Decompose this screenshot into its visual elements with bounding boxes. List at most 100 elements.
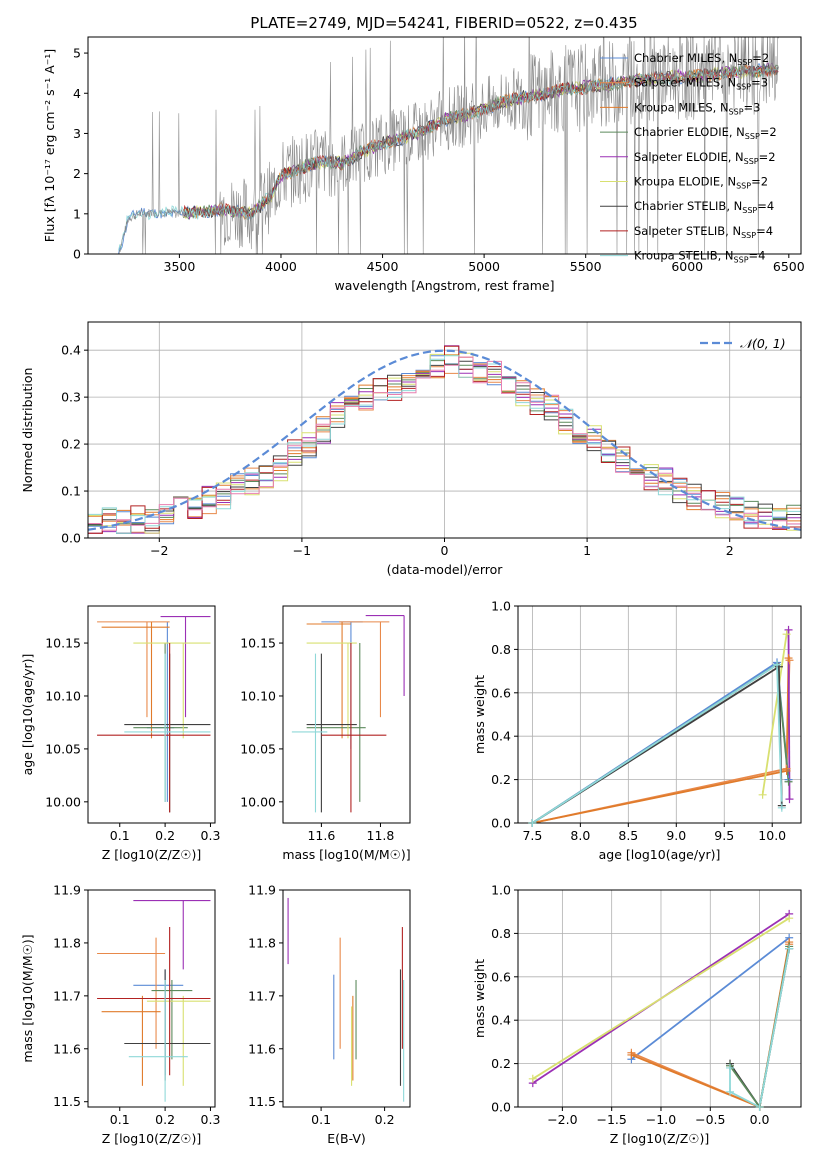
massweight-marker <box>758 790 767 799</box>
y-tick-label: 10.05 <box>240 741 276 756</box>
y-tick-label: 0.4 <box>491 1013 511 1028</box>
legend-entry: Salpeter STELIB, NSSP=4 <box>634 224 773 240</box>
chart-mass_vs_EBV: 0.1 0.2 11.5 11.6 11.7 11.8 11.9 E(B-V) <box>248 883 411 1146</box>
x-tick-label: 7.5 <box>522 828 542 843</box>
spectrum-legend: Chabrier MILES, NSSP=2 Salpeter MILES, NS… <box>600 51 777 265</box>
x-axis-label: Z [log10(Z/Z☉)] <box>102 1131 202 1146</box>
y-axis-label: Flux [fλ 10⁻¹⁷ erg cm⁻² s⁻¹ A⁻¹] <box>42 49 57 242</box>
y-tick-label: 10.10 <box>45 688 81 703</box>
y-tick-label: 0.6 <box>491 969 511 984</box>
y-tick-label: 1.0 <box>491 883 511 898</box>
x-tick-label: −2 <box>150 543 168 558</box>
axes-frame <box>282 605 411 824</box>
x-tick-label: 11.8 <box>367 828 395 843</box>
y-tick-label: 5 <box>73 46 81 61</box>
y-tick-label: 0.1 <box>61 484 81 499</box>
x-axis-label: E(B-V) <box>327 1131 366 1146</box>
x-tick-label: 1 <box>583 543 591 558</box>
axes-frame <box>87 889 216 1108</box>
x-tick-label: 5000 <box>468 259 500 274</box>
axes-frame <box>517 889 802 1108</box>
legend-entry: Salpeter ELODIE, NSSP=2 <box>634 150 776 166</box>
x-tick-label: 0.1 <box>311 1112 331 1127</box>
x-axis-label: Z [log10(Z/Z☉)] <box>610 1131 710 1146</box>
plot-area-residuals <box>88 345 801 534</box>
y-tick-label: 0.0 <box>491 1100 511 1115</box>
massweight-marker <box>755 1103 764 1111</box>
legend-entry: Kroupa MILES, NSSP=3 <box>634 100 760 116</box>
massweight-marker <box>726 1063 735 1072</box>
chart-age_vs_mass: 11.6 11.8 10.00 10.05 10.10 10.15 mass [log10(… <box>240 605 411 862</box>
y-axis-label: age [log10(age/yr)] <box>20 654 35 776</box>
y-tick-label: 11.7 <box>53 988 81 1003</box>
legend-entry: 𝒩(0, 1) <box>740 336 786 351</box>
chart-age_vs_Z: 0.1 0.2 0.3 10.00 10.05 10.10 10.15 Z [log10(Z/… <box>20 605 220 862</box>
y-axis-label: Normed distribution <box>20 368 35 493</box>
y-tick-label: 0.3 <box>61 390 81 405</box>
x-tick-label: −1.5 <box>596 1112 626 1127</box>
plot-area-massweight_vs_age <box>531 629 791 823</box>
y-axis-label: mass weight <box>472 675 487 754</box>
y-tick-label: 11.9 <box>248 883 276 898</box>
massweight-marker <box>784 654 793 663</box>
y-tick-label: 2 <box>73 166 81 181</box>
y-tick-label: 11.6 <box>53 1041 81 1056</box>
x-tick-label: 8.0 <box>570 828 590 843</box>
massweight-marker <box>785 944 794 953</box>
massweight-marker <box>726 1087 735 1096</box>
y-tick-label: 11.6 <box>248 1041 276 1056</box>
x-axis-label: age [log10(age/yr)] <box>599 847 721 862</box>
massweight-marker <box>785 656 794 665</box>
x-axis-label: (data-model)/error <box>387 562 504 577</box>
y-tick-label: 0.6 <box>491 685 511 700</box>
x-tick-label: 6500 <box>773 259 805 274</box>
y-tick-label: 11.8 <box>53 935 81 950</box>
y-tick-label: 10.05 <box>45 741 81 756</box>
normal-curve <box>88 349 801 531</box>
residual-histogram <box>88 345 801 534</box>
y-tick-label: 0.4 <box>491 729 511 744</box>
residual-histogram <box>88 355 801 534</box>
y-tick-label: 10.00 <box>45 794 81 809</box>
x-tick-label: 0.2 <box>155 1112 175 1127</box>
legend-entry: Chabrier STELIB, NSSP=4 <box>634 199 774 215</box>
massweight-marker <box>528 819 537 827</box>
x-tick-label: 0.2 <box>375 1112 395 1127</box>
residual-histogram <box>88 356 801 531</box>
x-tick-label: 0.0 <box>750 1112 770 1127</box>
axes-frame <box>87 36 802 255</box>
legend-entry: Salpeter MILES, NSSP=3 <box>634 76 768 92</box>
y-tick-label: 0.2 <box>61 437 81 452</box>
axes-frame <box>87 605 216 824</box>
plot-area-age_vs_Z <box>97 616 211 813</box>
y-tick-label: 4 <box>73 86 81 101</box>
chart-mass_vs_Z: 0.1 0.2 0.3 11.5 11.6 11.7 11.8 11.9 Z [log10(Z/… <box>20 883 220 1147</box>
y-tick-label: 0.2 <box>491 1056 511 1071</box>
y-tick-label: 11.7 <box>248 988 276 1003</box>
massweight-marker <box>784 777 793 786</box>
massweight-line <box>630 936 790 1061</box>
x-tick-label: 9.0 <box>666 828 686 843</box>
x-tick-label: 3500 <box>164 259 196 274</box>
x-tick-label: 8.5 <box>618 828 638 843</box>
chart-spectrum: 3500 4000 4500 5000 5500 6000 6500 0 1 2 3 4 5 wavele… <box>42 36 805 293</box>
x-tick-label: 11.6 <box>307 828 335 843</box>
massweight-marker <box>782 630 791 639</box>
x-tick-label: 0.1 <box>110 828 130 843</box>
legend-entry: Kroupa STELIB, NSSP=4 <box>634 249 765 265</box>
y-tick-label: 11.5 <box>248 1094 276 1109</box>
massweight-line <box>532 917 790 1080</box>
y-tick-label: 0.4 <box>61 343 81 358</box>
chart-residuals: −2 −1 0 1 2 0.0 0.1 0.2 0.3 0.4 (data-model)/error… <box>20 321 802 577</box>
y-tick-label: 10.15 <box>240 636 276 651</box>
spectrum-data-line <box>118 37 779 254</box>
massweight-line <box>729 948 791 1107</box>
y-tick-label: 10.15 <box>45 636 81 651</box>
x-tick-label: −1 <box>293 543 311 558</box>
plot-area-age_vs_mass <box>291 614 405 813</box>
legend-entry: Chabrier MILES, NSSP=2 <box>634 51 769 67</box>
x-axis-label: mass [log10(M/M☉)] <box>282 847 410 862</box>
x-tick-label: −0.5 <box>695 1112 725 1127</box>
y-tick-label: 0.2 <box>491 772 511 787</box>
x-tick-label: 4500 <box>367 259 399 274</box>
